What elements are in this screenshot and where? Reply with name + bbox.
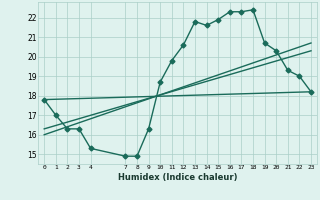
- X-axis label: Humidex (Indice chaleur): Humidex (Indice chaleur): [118, 173, 237, 182]
